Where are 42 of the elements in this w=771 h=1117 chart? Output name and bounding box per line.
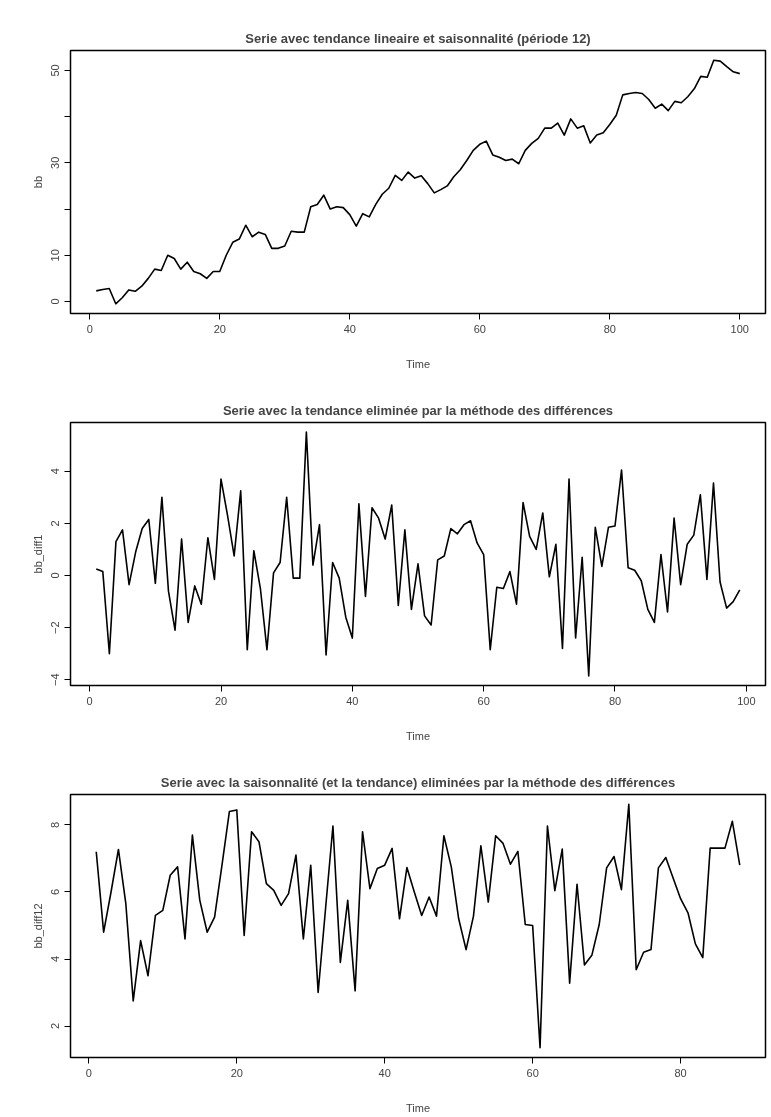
x-tick-label: 80 bbox=[603, 322, 616, 335]
y-tick-label: 6 bbox=[49, 888, 62, 896]
x-tick-label: 20 bbox=[213, 322, 226, 335]
x-tick-label: 0 bbox=[85, 1066, 92, 1079]
y-axis-title: bb bbox=[31, 175, 44, 189]
x-axis-title: Time bbox=[405, 729, 431, 742]
y-axis-title: bb_diff12 bbox=[31, 903, 44, 949]
x-tick-label: 40 bbox=[343, 322, 356, 335]
x-tick-label: 0 bbox=[86, 694, 93, 707]
chart-title: Serie avec la saisonnalité (et la tendance) eliminées par la méthode des différences bbox=[160, 774, 676, 790]
x-tick-label: 40 bbox=[346, 694, 359, 707]
y-tick-label: −4 bbox=[49, 673, 62, 687]
x-axis-title: Time bbox=[405, 357, 431, 370]
y-tick-label: 4 bbox=[49, 955, 62, 963]
chart-title: Serie avec la tendance eliminée par la méthode des différences bbox=[222, 402, 614, 418]
x-tick-label: 20 bbox=[230, 1066, 243, 1079]
x-axis-title: Time bbox=[405, 1101, 431, 1114]
chart-title: Serie avec tendance lineaire et saisonnalité (période 12) bbox=[245, 30, 591, 46]
line-series bbox=[95, 803, 741, 1049]
y-tick-label: 30 bbox=[49, 156, 62, 169]
y-tick-label: 10 bbox=[49, 249, 62, 262]
y-tick-label: 8 bbox=[49, 821, 62, 829]
x-tick-label: 100 bbox=[730, 322, 749, 335]
y-tick-label: 50 bbox=[49, 64, 62, 77]
y-axis-title: bb_diff1 bbox=[31, 534, 44, 574]
x-tick-label: 80 bbox=[674, 1066, 687, 1079]
y-tick-label: −2 bbox=[49, 621, 62, 634]
x-tick-label: 0 bbox=[86, 322, 93, 335]
x-tick-label: 60 bbox=[477, 694, 490, 707]
x-tick-label: 60 bbox=[473, 322, 486, 335]
x-tick-label: 20 bbox=[214, 694, 228, 707]
x-tick-label: 60 bbox=[526, 1066, 539, 1079]
x-tick-label: 80 bbox=[608, 694, 622, 707]
y-tick-label: 0 bbox=[49, 298, 62, 305]
y-tick-label: 0 bbox=[49, 572, 62, 579]
x-tick-label: 40 bbox=[378, 1066, 391, 1079]
y-tick-label: 2 bbox=[49, 520, 62, 527]
y-tick-label: 2 bbox=[49, 1022, 62, 1030]
line-series bbox=[95, 59, 741, 305]
x-tick-label: 100 bbox=[737, 694, 756, 707]
line-series bbox=[95, 431, 741, 677]
y-tick-label: 4 bbox=[49, 468, 62, 475]
